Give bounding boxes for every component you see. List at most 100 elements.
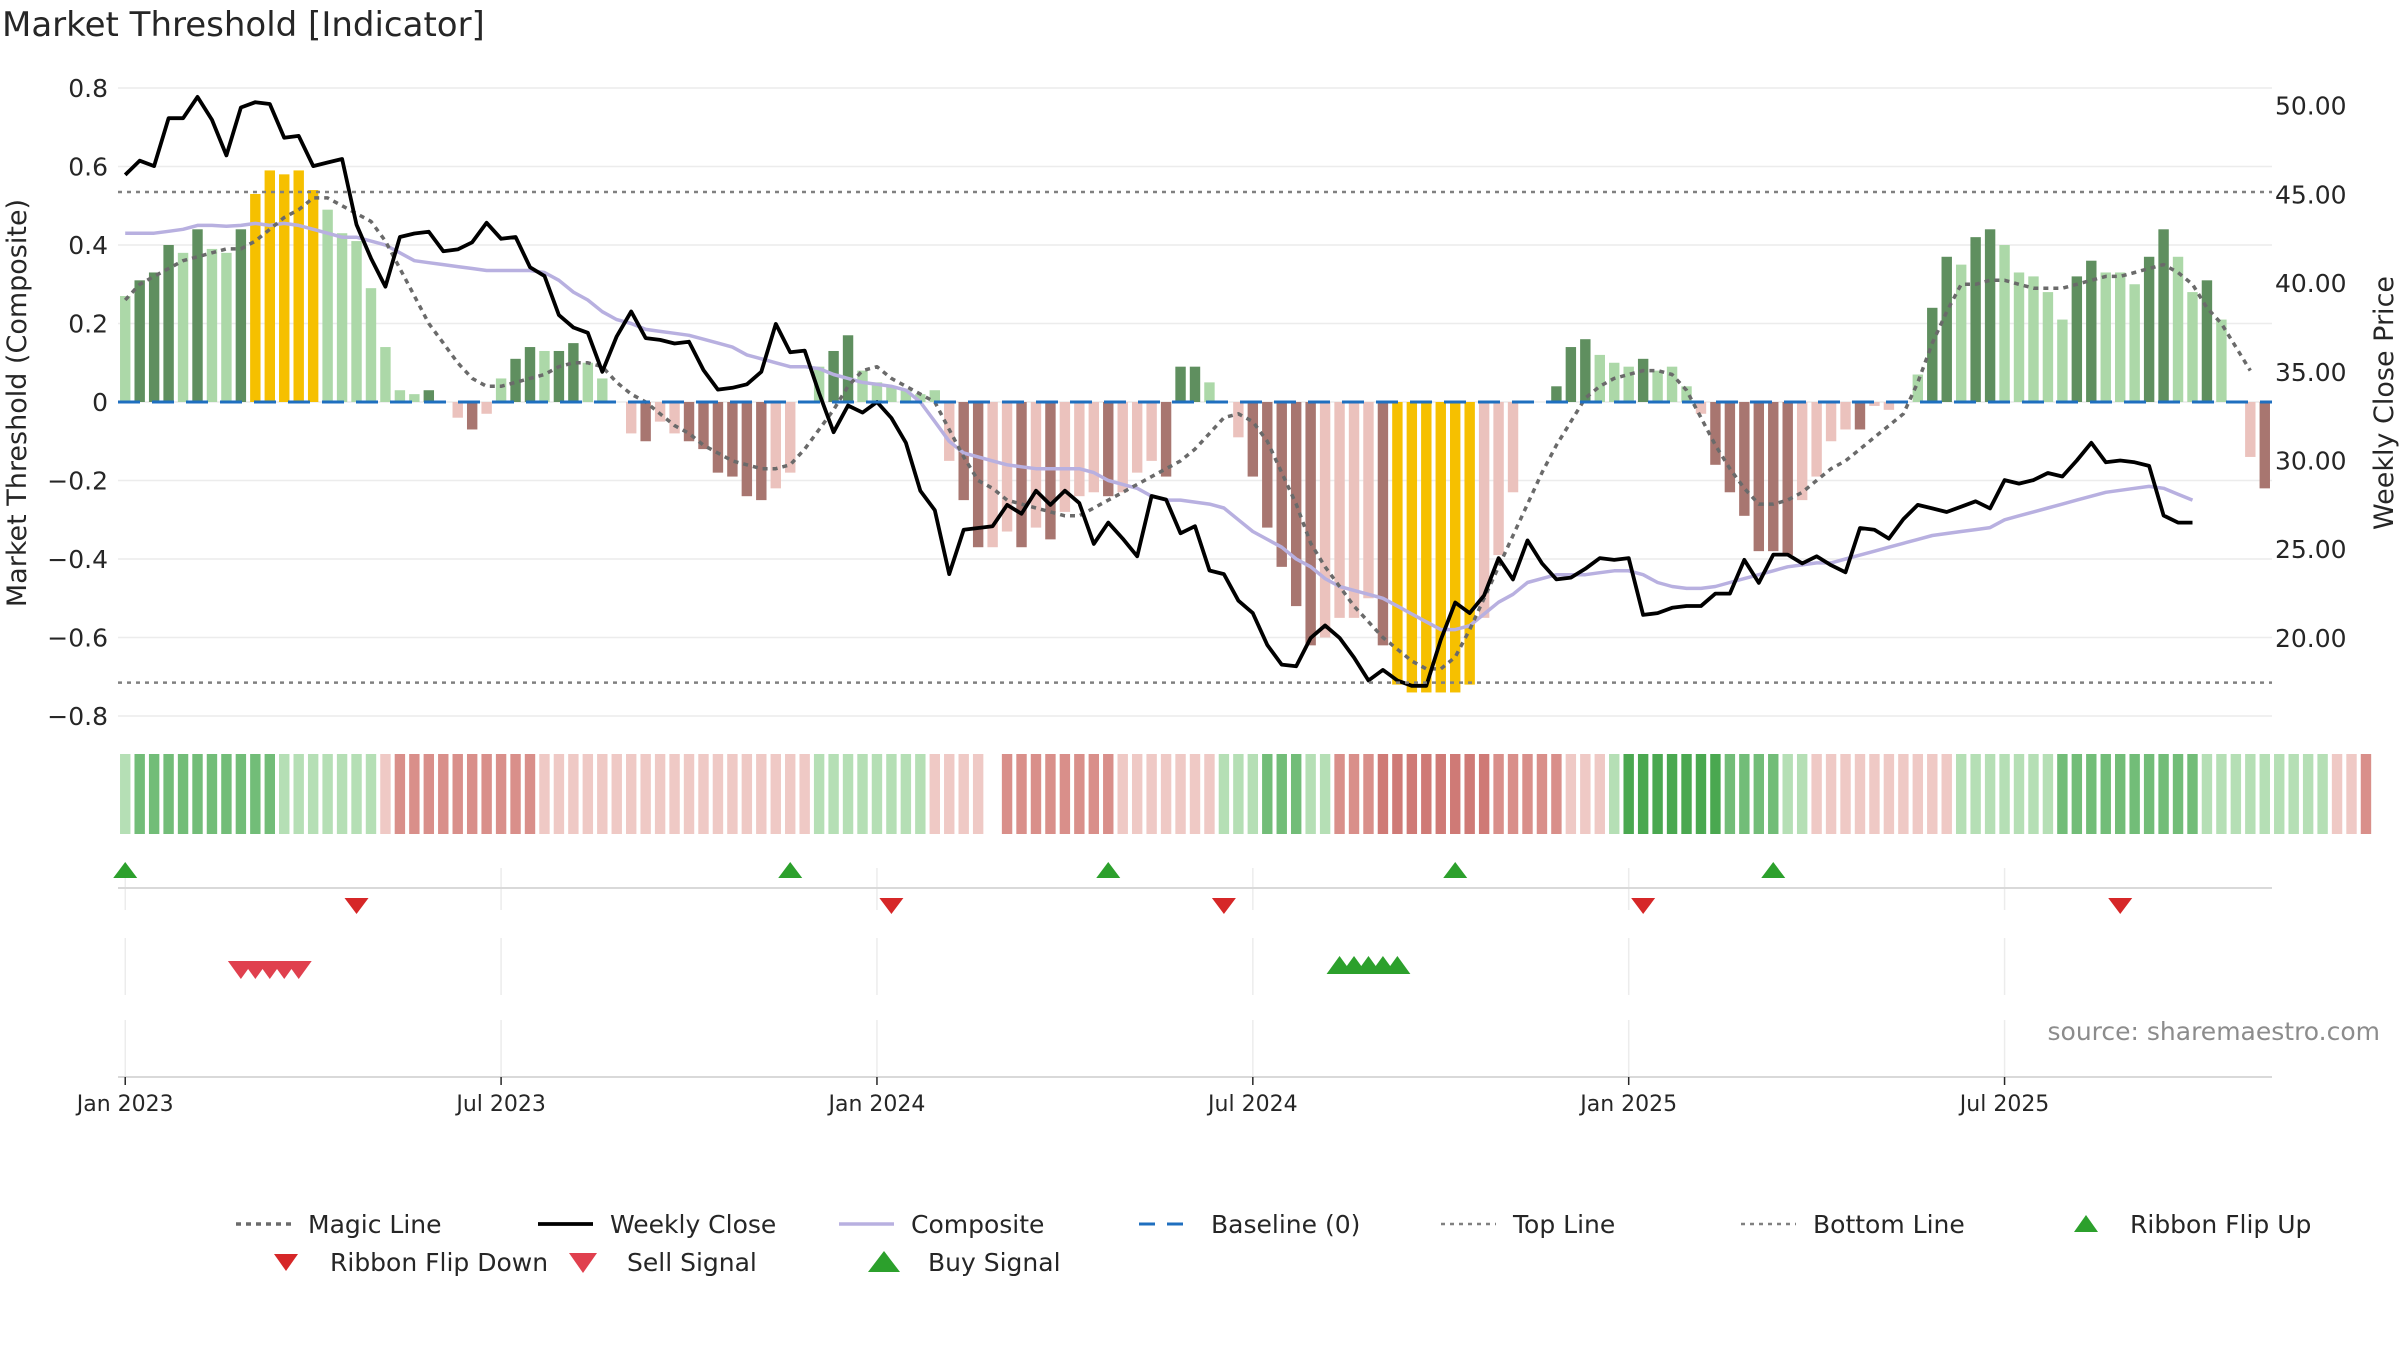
ribbon-cell bbox=[1493, 754, 1504, 834]
ribbon-cell bbox=[1912, 754, 1924, 834]
legend-label: Top Line bbox=[1512, 1210, 1615, 1239]
composite-bar bbox=[1724, 402, 1736, 493]
ribbon-flip-down-marker bbox=[879, 898, 904, 914]
ribbon-flip-down-marker bbox=[2108, 898, 2133, 914]
y-tick-label: 0.4 bbox=[68, 231, 108, 260]
composite-bar bbox=[1392, 402, 1403, 685]
legend-label: Bottom Line bbox=[1813, 1210, 1965, 1239]
composite-bar bbox=[1059, 402, 1071, 512]
ribbon-cell bbox=[2360, 754, 2372, 834]
composite-bar bbox=[553, 350, 565, 402]
ribbon-cell bbox=[1319, 754, 1331, 834]
x-tick-label: Jul 2024 bbox=[1206, 1092, 1298, 1117]
ribbon-cell bbox=[1030, 754, 1042, 834]
legend-item: Buy Signal bbox=[868, 1248, 1061, 1277]
composite-bar bbox=[1854, 402, 1866, 430]
composite-bar bbox=[1551, 386, 1562, 402]
ribbon-cell bbox=[597, 754, 608, 834]
legend-label: Composite bbox=[911, 1210, 1044, 1239]
ribbon-cell bbox=[785, 754, 796, 834]
ribbon-cell bbox=[466, 754, 478, 834]
ribbon-cell bbox=[2331, 754, 2343, 834]
ribbon-cell bbox=[929, 754, 940, 834]
composite-bar bbox=[640, 402, 651, 442]
composite-bar bbox=[915, 394, 926, 402]
ribbon-cell bbox=[1999, 754, 2010, 834]
composite-bar bbox=[2028, 276, 2039, 402]
ribbon-cell bbox=[1464, 754, 1475, 834]
composite-bar bbox=[2143, 256, 2155, 402]
y2-tick-label: 20.00 bbox=[2275, 624, 2347, 653]
composite-bar bbox=[683, 402, 695, 442]
composite-bar bbox=[2172, 256, 2184, 402]
composite-bar bbox=[1001, 402, 1013, 532]
ribbon-cell bbox=[2042, 754, 2054, 834]
y-tick-label: 0.8 bbox=[68, 74, 108, 103]
composite-bar bbox=[1869, 402, 1880, 406]
composite-bar bbox=[1623, 366, 1634, 402]
ribbon-cell bbox=[611, 754, 622, 834]
ribbon-cell bbox=[1103, 754, 1114, 834]
ribbon-cell bbox=[799, 754, 810, 834]
composite-bar bbox=[1927, 307, 1938, 402]
magic-line bbox=[123, 196, 2252, 671]
composite-bar bbox=[264, 170, 275, 402]
composite-bar bbox=[1160, 402, 1172, 477]
ribbon-cell bbox=[828, 754, 839, 834]
composite-bar bbox=[2216, 319, 2227, 402]
composite-bar bbox=[2057, 319, 2068, 402]
ribbon-cell bbox=[336, 754, 348, 834]
ribbon-cell bbox=[1695, 754, 1707, 834]
composite-bar bbox=[1507, 402, 1519, 493]
legend-label: Weekly Close bbox=[610, 1210, 776, 1239]
ribbon-cell bbox=[1854, 754, 1866, 834]
legend-label: Buy Signal bbox=[928, 1248, 1061, 1277]
ribbon-cell bbox=[1450, 754, 1461, 834]
ribbon-cell bbox=[582, 754, 594, 834]
composite-bar bbox=[1941, 256, 1952, 402]
composite-bar bbox=[2187, 292, 2198, 402]
composite-bar bbox=[235, 229, 247, 402]
ribbon-cell bbox=[1753, 754, 1765, 834]
composite-bar bbox=[1912, 374, 1924, 402]
ribbon-cell bbox=[2245, 754, 2256, 834]
composite-bar bbox=[524, 347, 536, 402]
composite-bar bbox=[785, 402, 796, 473]
composite-bar bbox=[1247, 402, 1259, 477]
composite-bar bbox=[1666, 366, 1678, 402]
ribbon-cell bbox=[756, 754, 767, 834]
ribbon-flip-down-marker bbox=[1631, 898, 1656, 914]
ribbon-cell bbox=[1739, 754, 1750, 834]
composite-bar bbox=[1565, 347, 1577, 402]
composite-bar bbox=[1262, 402, 1273, 528]
legend-label: Ribbon Flip Up bbox=[2130, 1210, 2311, 1239]
ribbon-cell bbox=[1941, 754, 1952, 834]
composite-bar bbox=[539, 350, 550, 402]
y-tick-label: −0.4 bbox=[47, 545, 108, 574]
ribbon-cell bbox=[741, 754, 753, 834]
ribbon-cell bbox=[1666, 754, 1678, 834]
ribbon-cell bbox=[915, 754, 926, 834]
ribbon-cell bbox=[148, 754, 160, 834]
ribbon-cell bbox=[2057, 754, 2068, 834]
composite-bar bbox=[1348, 402, 1360, 618]
ribbon-cell bbox=[1681, 754, 1692, 834]
legend-item: Baseline (0) bbox=[1139, 1210, 1360, 1239]
composite-bar bbox=[2158, 229, 2169, 402]
composite-bar bbox=[1464, 402, 1475, 685]
ribbon-cell bbox=[698, 754, 709, 834]
buy-signal-marker bbox=[1384, 956, 1411, 974]
ribbon-cell bbox=[1276, 754, 1287, 834]
composite-bar bbox=[2201, 280, 2213, 402]
y2-tick-label: 30.00 bbox=[2275, 447, 2347, 476]
ribbon-cell bbox=[871, 754, 883, 834]
ribbon-cell bbox=[2201, 754, 2213, 834]
ribbon-cell bbox=[1594, 754, 1605, 834]
composite-bar bbox=[1030, 402, 1042, 528]
ribbon-cell bbox=[1377, 754, 1389, 834]
series-lines bbox=[123, 95, 2252, 688]
y2-tick-label: 25.00 bbox=[2275, 535, 2347, 564]
ribbon-cell bbox=[438, 754, 449, 834]
ribbon-cell bbox=[177, 754, 189, 834]
composite-bar bbox=[1478, 402, 1490, 618]
